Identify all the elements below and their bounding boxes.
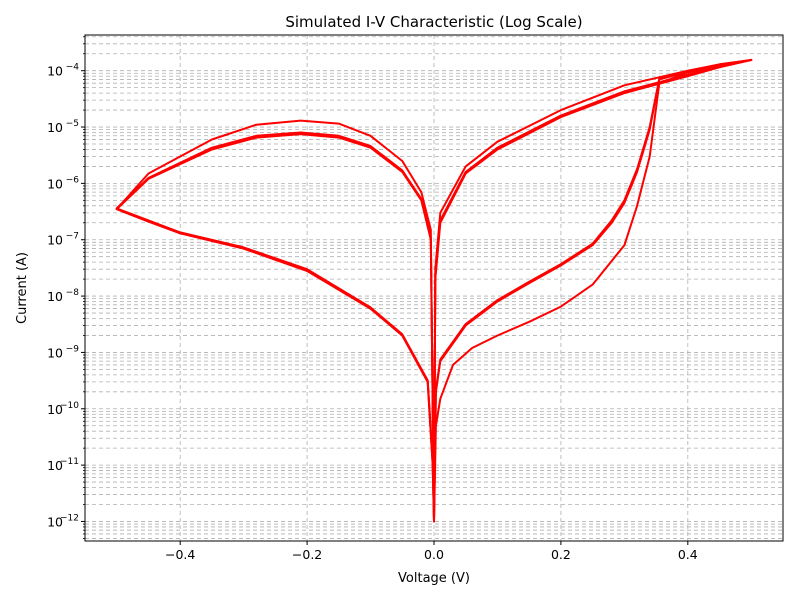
y-tick-label: 10	[47, 514, 63, 529]
y-tick-exponent: −10	[60, 401, 79, 411]
iv-series-line-2	[115, 59, 753, 523]
x-tick-label: 0.0	[424, 547, 444, 562]
y-tick-exponent: −7	[66, 232, 79, 242]
y-tick-exponent: −11	[60, 457, 79, 467]
x-tick-label: 0.2	[551, 547, 571, 562]
y-tick-label: 10	[47, 120, 63, 135]
x-tick-label: 0.4	[678, 547, 698, 562]
y-tick-exponent: −4	[66, 63, 80, 73]
y-tick-exponent: −12	[60, 513, 79, 523]
y-tick-label: 10	[47, 289, 63, 304]
y-tick-exponent: −5	[66, 119, 79, 129]
x-tick-label: −0.4	[165, 547, 195, 562]
chart-title: Simulated I-V Characteristic (Log Scale)	[285, 13, 582, 31]
grid-layer	[85, 35, 783, 541]
x-tick-label: −0.2	[292, 547, 322, 562]
y-tick-label: 10	[47, 402, 63, 417]
iv-series-line-3	[115, 58, 753, 523]
y-tick-exponent: −9	[66, 344, 80, 354]
y-tick-label: 10	[47, 345, 63, 360]
x-axis-label: Voltage (V)	[398, 571, 470, 586]
y-tick-label: 10	[47, 64, 63, 79]
y-tick-exponent: −8	[66, 288, 80, 298]
y-tick-exponent: −6	[66, 175, 80, 185]
y-axis-label: Current (A)	[15, 252, 30, 324]
series-layer	[115, 58, 753, 523]
y-tick-label: 10	[47, 176, 63, 191]
y-tick-label: 10	[47, 233, 63, 248]
y-tick-label: 10	[47, 458, 63, 473]
tick-layer: −0.4 −0.2 0.0 0.2 0.410−1210−1110−1010−910−8…	[47, 36, 698, 562]
